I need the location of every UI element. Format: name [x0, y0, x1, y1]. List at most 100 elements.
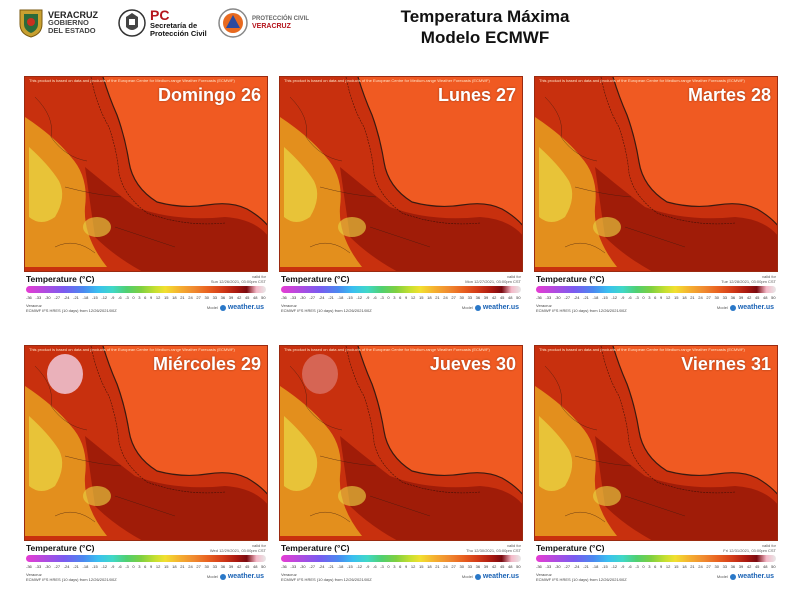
scale-tick-label: 39 [483, 295, 489, 300]
valid-for-label: valid for [251, 274, 266, 279]
scale-tick-label: -12 [101, 564, 108, 569]
weather-us-logo-icon [729, 304, 736, 311]
map-graphic [280, 77, 522, 271]
scale-tick-label: 33 [467, 564, 473, 569]
temperature-map[interactable]: This product is based on data and produc… [24, 345, 268, 541]
color-scale-bar [281, 555, 521, 562]
scale-tick-label: 15 [164, 295, 169, 300]
scale-tick-label: 0 [642, 295, 645, 300]
valid-time-value: Sun 12/26/2021, 03:00pm CST [210, 279, 266, 284]
scale-tick-label: -12 [356, 295, 363, 300]
scale-tick-label: -27 [564, 295, 571, 300]
temperature-legend: Temperature (°C) valid for Sun 12/26/202… [24, 272, 268, 322]
page-title: Temperatura Máxima Modelo ECMWF [320, 6, 650, 48]
scale-tick-label: -30 [299, 295, 306, 300]
forecast-panel-6: This product is based on data and produc… [534, 345, 778, 591]
scale-tick-label: -36 [281, 564, 287, 569]
footer-region: Veracruz [281, 572, 297, 577]
model-label: Model [206, 574, 218, 579]
forecast-panel-1: This product is based on data and produc… [24, 76, 268, 322]
scale-tick-label: 6 [144, 295, 147, 300]
color-scale-bar [536, 286, 776, 293]
scale-tick-label: -3 [380, 564, 384, 569]
scale-tick-label: 48 [763, 564, 768, 569]
scale-ticks: -36 -33 -30 -27 -24 -21 -18 -15 -12 -9 -6 -3 0 3 6 9 12 1… [281, 295, 521, 300]
scale-tick-label: 36 [220, 295, 226, 300]
scale-tick-label: 42 [491, 295, 497, 300]
veracruz-shield-icon [19, 9, 43, 38]
scale-tick-label: 50 [771, 295, 776, 300]
pcv-logo-line2: VERACRUZ [252, 23, 291, 30]
temperature-map[interactable]: This product is based on data and produc… [534, 345, 778, 541]
scale-tick-label: -6 [373, 564, 377, 569]
scale-tick-label: 12 [155, 295, 161, 300]
scale-tick-label: 12 [155, 564, 161, 569]
scale-tick-label: 24 [443, 295, 448, 300]
scale-tick-label: 6 [144, 564, 147, 569]
color-scale-bar [26, 286, 266, 293]
scale-tick-label: 48 [253, 564, 258, 569]
scale-tick-label: 12 [410, 295, 416, 300]
temperature-map[interactable]: This product is based on data and produc… [534, 76, 778, 272]
scale-tick-label: -9 [620, 295, 625, 300]
temperature-map[interactable]: This product is based on data and produc… [279, 76, 523, 272]
valid-time: valid for Tue 12/28/2021, 03:00pm CST [686, 274, 776, 284]
legend-footer: Veracruz ECMWF IFS HRES (10 days) from 1… [26, 572, 117, 582]
forecast-panel-4: This product is based on data and produc… [24, 345, 268, 591]
scale-tick-label: -9 [365, 564, 370, 569]
map-graphic [25, 346, 267, 540]
legend-footer: Veracruz ECMWF IFS HRES (10 days) from 1… [281, 303, 372, 313]
weather-us-brand[interactable]: Model weather.us [717, 573, 774, 580]
weather-us-brand[interactable]: Model weather.us [462, 304, 519, 311]
scale-tick-label: 36 [220, 564, 226, 569]
weather-us-logo-icon [474, 304, 481, 311]
scale-ticks: -36 -33 -30 -27 -24 -21 -18 -15 -12 -9 -6 -3 0 3 6 9 12 1… [281, 564, 521, 569]
day-label: Jueves 30 [429, 354, 516, 374]
scale-tick-label: -27 [54, 295, 61, 300]
day-label: Viernes 31 [681, 354, 771, 374]
map-graphic [535, 346, 777, 540]
scale-tick-label: -33 [35, 295, 42, 300]
scale-tick-label: 9 [150, 295, 153, 300]
scale-tick-label: -27 [309, 564, 316, 569]
scale-tick-label: -15 [346, 295, 353, 300]
scale-tick-label: 21 [690, 564, 695, 569]
veracruz-logo-line2: GOBIERNO [48, 18, 89, 27]
temperature-map[interactable]: This product is based on data and produc… [279, 345, 523, 541]
color-scale-bar [536, 555, 776, 562]
weather-us-brand[interactable]: Model weather.us [462, 573, 519, 580]
brand-name: weather.us [227, 304, 264, 311]
scale-tick-label: 0 [387, 295, 390, 300]
scale-tick-label: 48 [508, 564, 513, 569]
day-label: Miércoles 29 [152, 354, 261, 374]
scale-tick-label: 18 [172, 295, 177, 300]
footer-model: ECMWF IFS HRES (10 days) from 12/26/2021… [281, 577, 372, 582]
ecmwf-notice: This product is based on data and produc… [29, 347, 235, 352]
scale-tick-label: -9 [620, 564, 625, 569]
weather-us-logo-icon [219, 573, 226, 580]
temperature-map[interactable]: This product is based on data and produc… [24, 76, 268, 272]
scale-tick-label: -6 [373, 295, 377, 300]
scale-tick-label: -33 [545, 295, 552, 300]
valid-time-value: Tue 12/28/2021, 03:00pm CST [721, 279, 776, 284]
scale-tick-label: 30 [714, 564, 719, 569]
scale-tick-label: 9 [660, 295, 663, 300]
scale-tick-label: 0 [642, 564, 645, 569]
temperature-legend: Temperature (°C) valid for Tue 12/28/202… [534, 272, 778, 322]
scale-tick-label: 24 [698, 564, 703, 569]
scale-tick-label: 33 [467, 295, 473, 300]
weather-us-brand[interactable]: Model weather.us [717, 304, 774, 311]
weather-us-brand[interactable]: Model weather.us [207, 304, 264, 311]
weather-us-brand[interactable]: Model weather.us [207, 573, 264, 580]
scale-tick-label: 18 [682, 295, 687, 300]
veracruz-logo-line3: DEL ESTADO [48, 26, 96, 35]
scale-ticks: -36 -33 -30 -27 -24 -21 -18 -15 -12 -9 -6 -3 0 3 6 9 12 1… [536, 564, 776, 569]
scale-tick-label: 9 [405, 564, 408, 569]
scale-tick-label: 3 [138, 295, 141, 300]
forecast-panel-3: This product is based on data and produc… [534, 76, 778, 322]
scale-ticks: -36 -33 -30 -27 -24 -21 -18 -15 -12 -9 -6 -3 0 3 6 9 12 1… [26, 295, 266, 300]
scale-tick-label: -3 [125, 564, 129, 569]
scale-tick-label: 42 [491, 564, 497, 569]
footer-region: Veracruz [26, 572, 42, 577]
scale-tick-label: 21 [180, 295, 185, 300]
